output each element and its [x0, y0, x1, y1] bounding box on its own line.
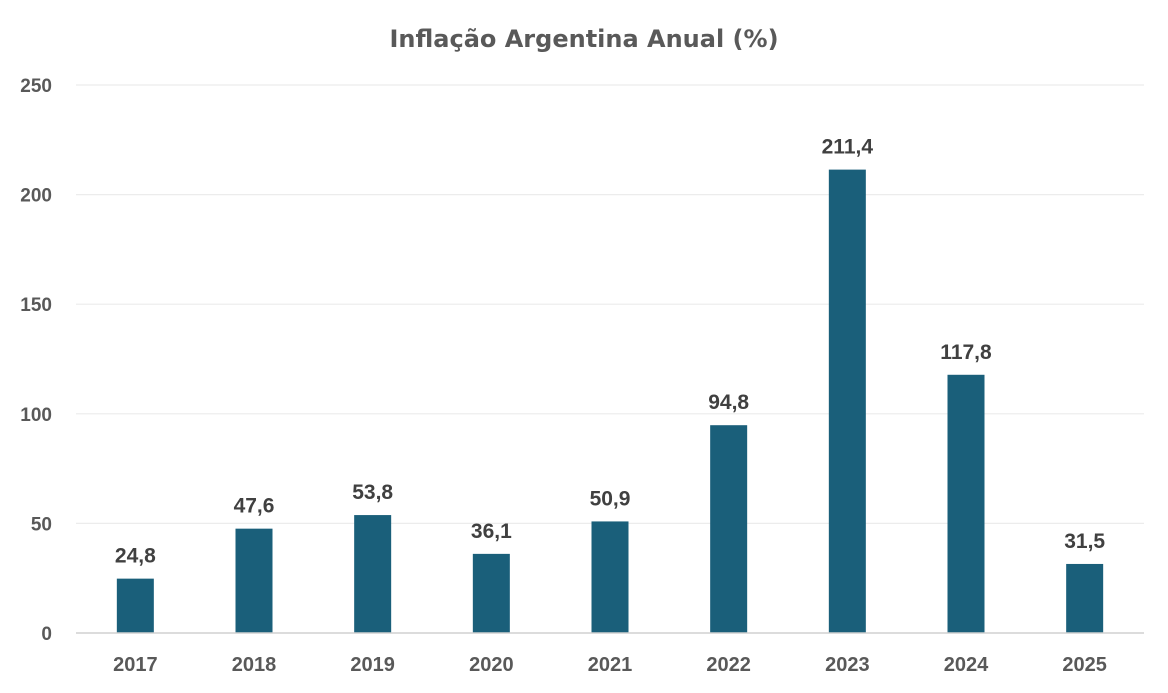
- data-label: 117,8: [940, 341, 992, 364]
- data-label: 94,8: [708, 391, 749, 414]
- data-label: 53,8: [352, 481, 393, 504]
- y-axis-ticks: 0 50 100 150 200 250: [20, 76, 52, 645]
- x-tick-label: 2021: [588, 654, 633, 676]
- x-tick-label: 2023: [825, 654, 870, 676]
- y-tick-label: 200: [20, 186, 52, 207]
- chart-title: Inflação Argentina Anual (%): [389, 25, 778, 53]
- data-label: 36,1: [471, 520, 512, 543]
- bar-2022: [710, 425, 748, 633]
- bar-2024: [947, 374, 985, 633]
- bar-2018: [235, 528, 273, 633]
- x-tick-label: 2022: [706, 654, 751, 676]
- x-tick-label: 2020: [469, 654, 514, 676]
- data-label: 211,4: [822, 136, 874, 159]
- bar-2017: [116, 578, 154, 633]
- bar-2025: [1066, 563, 1104, 633]
- x-tick-label: 2018: [232, 654, 277, 676]
- y-tick-label: 0: [41, 624, 52, 645]
- data-label: 24,8: [115, 545, 156, 568]
- data-label: 47,6: [234, 495, 275, 518]
- bar-2020: [472, 553, 510, 633]
- y-tick-label: 50: [31, 514, 52, 535]
- x-tick-label: 2017: [113, 654, 158, 676]
- y-tick-label: 150: [20, 295, 52, 316]
- x-tick-label: 2025: [1062, 654, 1107, 676]
- x-axis-ticks: 2017 2018 2019 2020 2021 2022 2023 2024 2025: [113, 654, 1107, 676]
- bar-2023: [828, 169, 866, 633]
- bar-2019: [354, 515, 392, 633]
- bars: [116, 169, 1104, 633]
- x-tick-label: 2019: [350, 654, 395, 676]
- data-label: 31,5: [1064, 530, 1105, 553]
- bar-2021: [591, 521, 629, 633]
- y-tick-label: 250: [20, 76, 52, 97]
- x-tick-label: 2024: [944, 654, 989, 676]
- data-label: 50,9: [590, 487, 631, 510]
- data-labels: 24,8 47,6 53,8 36,1 50,9 94,8 211,4 117,8 31,5: [115, 136, 1106, 568]
- y-tick-label: 100: [20, 405, 52, 426]
